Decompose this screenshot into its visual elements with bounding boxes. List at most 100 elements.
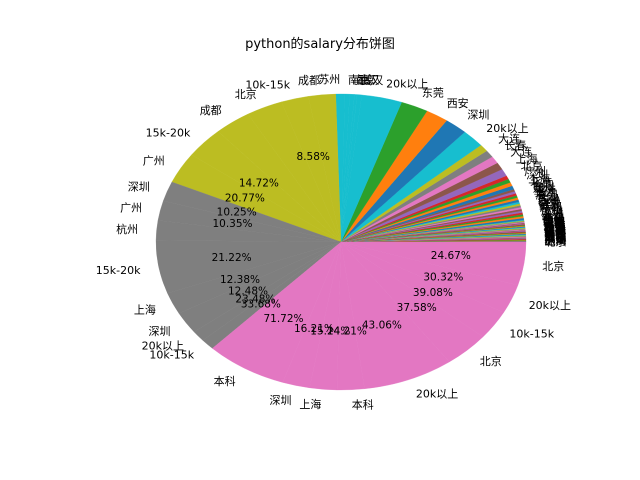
slice-label: 北京 (235, 87, 257, 101)
slice-label: 上海 (528, 171, 550, 185)
slice-label: 武汉 (361, 74, 383, 87)
slice-label: 长春 (544, 223, 566, 236)
slice-label: 西安 (538, 194, 560, 208)
pie-slice-labels: 北京上海深圳广州杭州成都南京武汉西安苏州长沙厦门天津重庆郑州合肥长春大连珠海东莞… (96, 72, 571, 411)
slice-percent-label: 33.68% (241, 299, 281, 311)
slice-label: 大连 (510, 145, 532, 159)
slice-label: 武汉 (357, 74, 379, 87)
slice-label: 深圳 (526, 169, 548, 182)
slice-label: 15k-20k (146, 127, 191, 140)
slice-label: 昆明 (543, 216, 565, 229)
slice-label: 广州 (541, 205, 563, 218)
slice-label: 杭州 (540, 202, 562, 216)
slice-label: 大连 (498, 132, 520, 146)
chart-title: python的salary分布饼图 (245, 36, 395, 52)
slice-percent-label: 37.58% (397, 302, 437, 314)
slice-label: 深圳 (545, 234, 567, 247)
slice-label: 北京 (530, 175, 552, 189)
slice-percent-label: 12.38% (220, 274, 260, 286)
slice-label: 南京 (539, 196, 561, 210)
slice-label: 深圳 (541, 207, 563, 220)
slice-label: 北京 (521, 159, 543, 173)
slice-label: 20k以上 (386, 77, 428, 90)
slice-label: 常州 (542, 213, 564, 226)
slice-label: 本科 (214, 374, 236, 388)
slice-label: 上海 (516, 151, 538, 165)
slice-label: 长沙 (536, 191, 558, 204)
slice-label: 深圳 (149, 325, 171, 338)
slice-label: 东莞 (544, 220, 566, 233)
slice-label: 本科 (352, 398, 374, 412)
slice-label: 上海 (542, 208, 564, 222)
slice-percent-label: 14.72% (239, 177, 279, 189)
slice-percent-label: 30.32% (423, 271, 463, 283)
slice-label: 广州 (545, 233, 567, 246)
slice-label: 20k以上 (416, 387, 458, 400)
slice-label: 广州 (120, 201, 142, 214)
slice-label: 杭州 (116, 222, 138, 236)
slice-label: 北京 (480, 354, 502, 368)
slice-label: 广州 (524, 165, 546, 178)
slice-percent-label: 10.35% (212, 218, 252, 230)
slice-percent-label: 15.24% (310, 325, 350, 337)
slice-label: 深圳 (128, 180, 150, 193)
slice-label: 20k以上 (529, 299, 571, 312)
slice-label: 20k以上 (486, 122, 528, 135)
slice-label: 佛山 (543, 214, 565, 227)
slice-label: 武汉 (544, 230, 566, 243)
slice-label: 厦门 (544, 226, 566, 240)
slice-label: 上海 (545, 234, 567, 248)
slice-label: 合肥 (544, 222, 566, 236)
slice-label: 天津 (544, 226, 566, 239)
slice-label: 郑州 (544, 223, 566, 237)
slice-label: 重庆 (534, 183, 556, 197)
slice-label: 西安 (544, 228, 566, 242)
slice-percent-label: 43.06% (362, 320, 402, 332)
slice-label: 大连 (544, 221, 566, 235)
slice-label: 青岛 (543, 217, 565, 231)
slice-label: 福州 (543, 216, 565, 230)
pie-slices (155, 93, 527, 391)
slice-label: 广州 (143, 155, 165, 168)
slice-percent-label: 8.58% (297, 151, 330, 163)
slice-label: 上海 (299, 397, 321, 411)
slice-percent-label: 21.22% (212, 252, 252, 264)
slice-label: 北京 (542, 259, 564, 273)
slice-label: 郑州 (533, 180, 555, 194)
slice-label: 成都 (544, 231, 566, 244)
slice-percent-label: 10.25% (217, 207, 257, 219)
slice-label: 苏州 (537, 193, 559, 206)
slice-label: 东莞 (422, 87, 444, 100)
slice-label: 杭州 (544, 231, 566, 245)
slice-label: 西安 (447, 96, 469, 110)
slice-percent-label: 20.77% (225, 193, 265, 205)
slice-label: 10k-15k (509, 327, 554, 340)
slice-percent-label: 71.72% (263, 313, 303, 325)
slice-label: 北京 (545, 235, 567, 249)
slice-percent-label: 14.21% (327, 326, 367, 338)
slice-label: 成都 (298, 74, 320, 87)
slice-label: 无锡 (543, 217, 565, 231)
slice-label: 10k-15k (149, 349, 194, 362)
slice-label: 南昌 (542, 212, 564, 225)
slice-label: 济南 (543, 218, 565, 232)
slice-label: 成都 (200, 104, 222, 117)
slice-percent-label: 16.21% (294, 323, 334, 335)
slice-label: 北京 (542, 210, 564, 224)
slice-label: 成都 (540, 201, 562, 214)
pie-slice (340, 241, 527, 286)
slice-label: 武汉 (539, 199, 561, 212)
slice-label: 15k-20k (96, 264, 141, 277)
slice-label: 天津 (535, 186, 557, 199)
slice-percent-label: 12.48% (228, 286, 268, 298)
slice-label: 10k-15k (245, 78, 290, 91)
pie-slice (340, 241, 450, 389)
slice-label: 沈阳 (543, 214, 565, 228)
slice-label: 南京 (353, 73, 375, 87)
slice-label: 长沙 (544, 227, 566, 240)
slice-label: 深圳 (270, 394, 292, 407)
slice-label: 长春 (504, 139, 526, 152)
slice-label: 深圳 (467, 108, 489, 121)
slice-label: 合肥 (532, 178, 554, 192)
